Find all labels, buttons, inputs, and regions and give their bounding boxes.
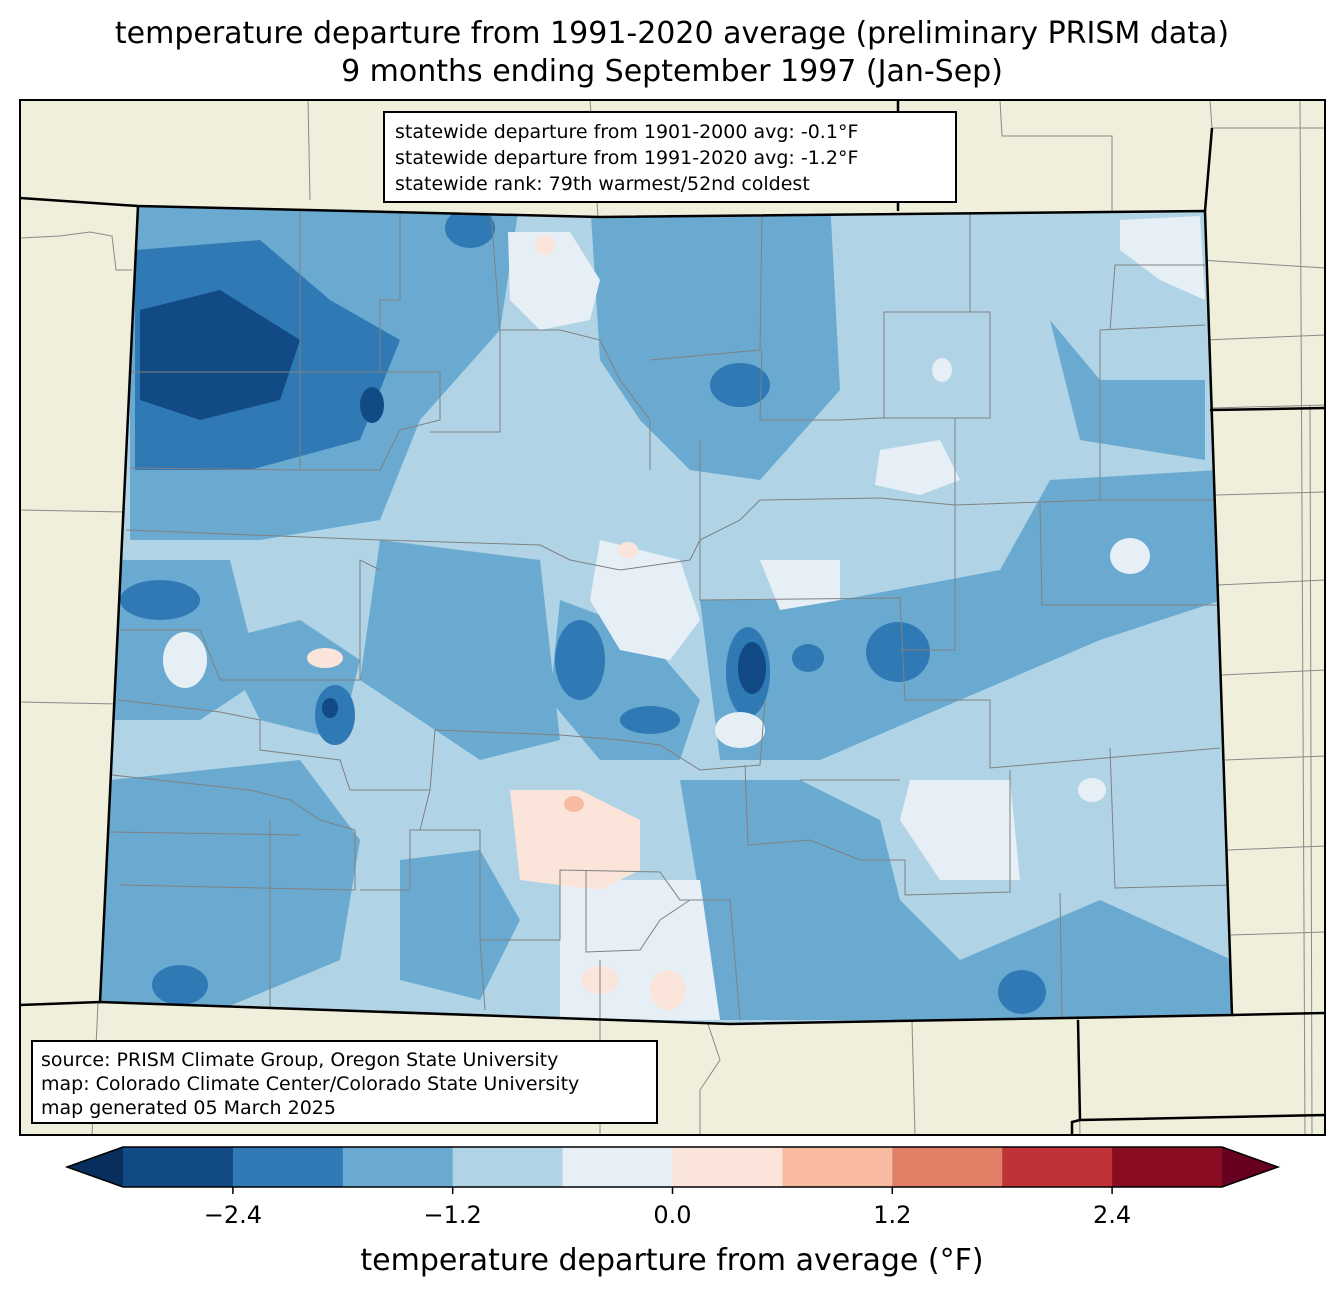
colorbar [64, 1146, 1281, 1188]
colorbar-segment [1002, 1147, 1113, 1187]
map-frame [19, 99, 1326, 1136]
temperature-field [100, 206, 1232, 1024]
colorbar-under-arrow [67, 1147, 123, 1187]
colorbar-segment [232, 1147, 344, 1187]
colorbar-segment [562, 1147, 673, 1187]
map-title: temperature departure from 1991-2020 ave… [114, 16, 1230, 51]
colorbar-tick-label: −2.4 [204, 1201, 262, 1229]
colorbar-tick-label: 0.0 [653, 1201, 691, 1229]
credits-box: source: PRISM Climate Group, Oregon Stat… [31, 1040, 658, 1124]
colorbar-tick-label: 1.2 [873, 1201, 911, 1229]
colorbar-segment [452, 1147, 564, 1187]
colorbar-segment [123, 1147, 234, 1187]
colorbar-segment [782, 1147, 893, 1187]
stats-departure-1901-2000: statewide departure from 1901-2000 avg: … [395, 121, 859, 143]
map-subtitle: 9 months ending September 1997 (Jan-Sep) [341, 54, 1003, 89]
statewide-stats-box: statewide departure from 1901-2000 avg: … [383, 111, 957, 203]
colorbar-tick-label: −1.2 [424, 1201, 482, 1229]
colorbar-segment [342, 1147, 454, 1187]
map-frame-content [20, 100, 1325, 1135]
stats-departure-1991-2020: statewide departure from 1991-2020 avg: … [395, 147, 859, 169]
stats-rank: statewide rank: 79th warmest/52nd coldes… [395, 173, 810, 195]
colorbar-segment [672, 1147, 783, 1187]
colorbar-ticks: −2.4 −1.2 0.0 1.2 2.4 [204, 1187, 1131, 1229]
credits-source: source: PRISM Climate Group, Oregon Stat… [41, 1049, 559, 1071]
credits-map: map: Colorado Climate Center/Colorado St… [41, 1073, 580, 1095]
colorbar-outline [64, 1146, 1281, 1188]
colorbar-segment [1112, 1147, 1223, 1187]
colorbar-tick-label: 2.4 [1093, 1201, 1131, 1229]
colorbar-segment [892, 1147, 1003, 1187]
county-lines [109, 206, 1232, 1024]
colorbar-over-arrow [1222, 1147, 1278, 1187]
colorbar-label: temperature departure from average (°F) [360, 1243, 984, 1278]
credits-generated: map generated 05 March 2025 [41, 1097, 336, 1119]
